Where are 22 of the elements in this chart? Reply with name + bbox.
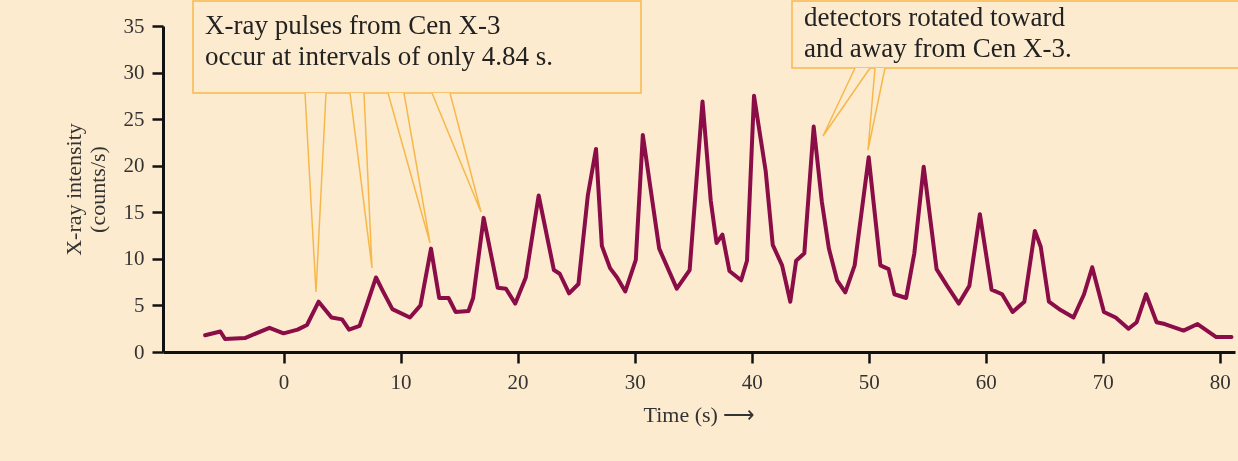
x-tick-label: 40 (741, 369, 763, 394)
x-axis-title: Time (s) ⟶ (643, 401, 756, 427)
x-tick-label: 70 (1092, 369, 1114, 394)
x-tick-label: 10 (390, 369, 412, 394)
annotation: detectors rotated toward and away from Cen X-3. (792, 0, 1238, 68)
x-tick-label: 60 (975, 369, 997, 394)
x-tick-label: 80 (1209, 369, 1231, 394)
y-tick-label: 0 (134, 339, 145, 364)
annotation: X-ray pulses from Cen X-3 occur at intervals of only 4.84 s. (204, 9, 554, 73)
y-tick-label: 25 (123, 106, 145, 131)
y-axis-title: X-ray intensity (counts/s) (60, 123, 110, 256)
y-tick-label: 5 (134, 292, 145, 317)
y-tick-label: 20 (123, 153, 145, 178)
x-tick-label: 20 (507, 369, 529, 394)
y-tick-label: 35 (123, 13, 145, 38)
line-series (203, 93, 1234, 341)
x-tick-label: 0 (278, 369, 290, 394)
y-tick-label: 10 (123, 246, 145, 271)
x-tick-label: 30 (624, 369, 646, 394)
y-tick-label: 15 (123, 199, 145, 224)
x-tick-label: 50 (858, 369, 880, 394)
y-tick-label: 30 (123, 60, 145, 85)
